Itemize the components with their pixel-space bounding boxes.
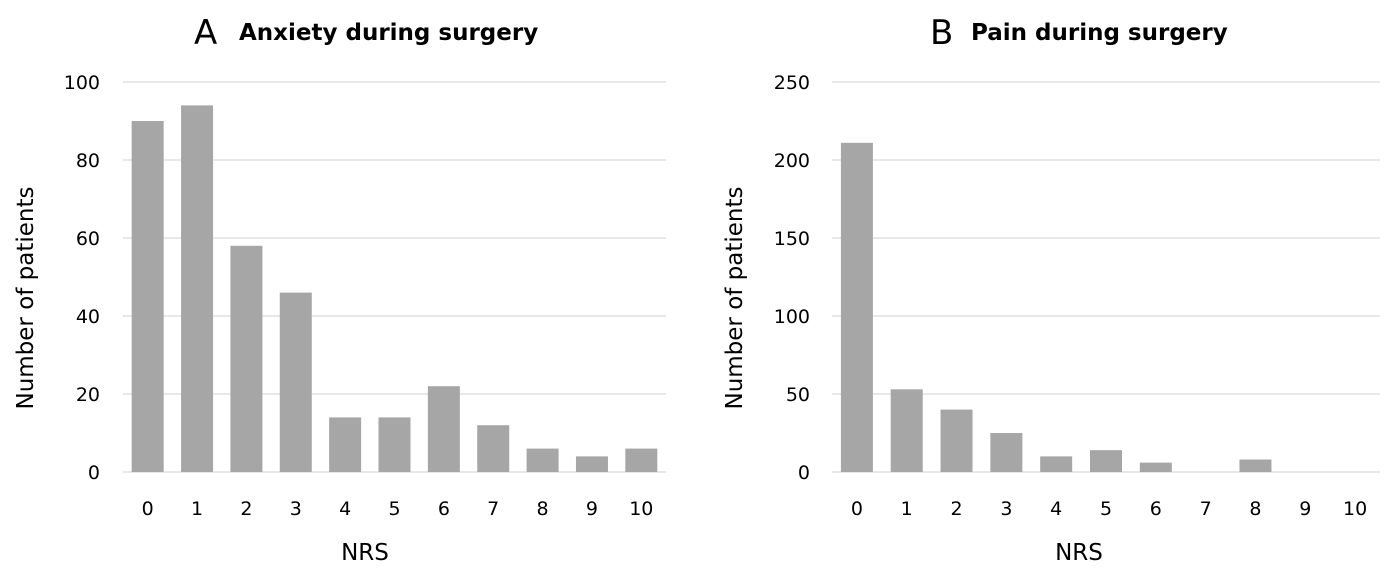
panel-a-bar	[279, 292, 312, 472]
panel-a-x-tick-label: 7	[487, 498, 499, 520]
panel-a: A Anxiety during surgery 0 20 40 60 80 100 0 1…	[13, 13, 666, 566]
panel-b-bar	[940, 409, 973, 472]
panel-b-x-axis-label: NRS	[1055, 540, 1103, 566]
panel-b-x-tick-label: 10	[1343, 498, 1367, 520]
panel-a-x-tick-label: 6	[438, 498, 450, 520]
panel-a-y-axis-label: Number of patients	[13, 186, 39, 409]
panel-a-x-tick-label: 1	[191, 498, 203, 520]
panel-b-y-tick-label: 0	[798, 462, 810, 484]
panel-a-y-tick-label: 40	[76, 306, 100, 328]
panel-a-y-tick-label: 100	[64, 72, 100, 94]
panel-b-y-tick-label: 150	[774, 228, 810, 250]
panel-b-gridlines	[832, 81, 1380, 473]
panel-a-x-tick-label: 0	[142, 498, 154, 520]
panel-b-x-tick-label: 5	[1100, 498, 1112, 520]
panel-b-title: Pain during surgery	[971, 20, 1228, 46]
panel-b-y-axis-label: Number of patients	[722, 186, 748, 409]
panel-a-bar	[181, 105, 214, 473]
panel-b-x-tick-label: 0	[851, 498, 863, 520]
panel-a-x-tick-label: 10	[629, 498, 653, 520]
panel-a-bar	[378, 417, 411, 472]
panel-a-title: Anxiety during surgery	[239, 20, 538, 46]
panel-a-letter: A	[194, 13, 217, 53]
panel-b-y-tick-label: 250	[774, 72, 810, 94]
panel-b-x-tick-label: 9	[1299, 498, 1311, 520]
panel-a-bar	[575, 456, 608, 472]
panel-b-x-tick-label: 6	[1150, 498, 1162, 520]
panel-b-bar	[840, 142, 873, 472]
panel-a-x-tick-label: 3	[290, 498, 302, 520]
panel-b-x-tick-label: 2	[950, 498, 962, 520]
panel-b-bar	[1090, 450, 1122, 472]
panel-a-y-tick-label: 20	[76, 384, 100, 406]
panel-b-y-tick-label: 100	[774, 306, 810, 328]
panel-b-x-tick-label: 3	[1000, 498, 1012, 520]
panel-a-y-tick-label: 60	[76, 228, 100, 250]
panel-a-bar	[131, 121, 164, 472]
panel-b-bar	[890, 389, 923, 472]
panel-b-x-tick-labels: 0 1 2 3 4 5 6 7 8 9 10	[851, 498, 1367, 520]
panel-b: B Pain during surgery 0 50 100 150 200 250 0 1…	[722, 13, 1380, 566]
panel-b-bar	[1239, 459, 1272, 472]
panel-a-x-tick-label: 9	[586, 498, 598, 520]
panel-a-x-tick-label: 4	[339, 498, 351, 520]
panel-a-x-axis-label: NRS	[341, 540, 389, 566]
panel-b-y-tick-label: 200	[774, 150, 810, 172]
panel-a-y-tick-label: 80	[76, 150, 100, 172]
panel-a-bar	[329, 417, 362, 472]
panel-b-letter: B	[930, 13, 953, 53]
panel-a-y-tick-labels: 0 20 40 60 80 100	[64, 72, 100, 484]
panel-a-x-tick-label: 5	[388, 498, 400, 520]
panel-b-x-tick-label: 1	[901, 498, 913, 520]
panel-b-y-tick-label: 50	[786, 384, 810, 406]
panel-a-bar	[625, 448, 658, 472]
panel-a-x-tick-labels: 0 1 2 3 4 5 6 7 8 9 10	[142, 498, 654, 520]
panel-a-bars	[131, 105, 658, 473]
panel-b-x-tick-label: 7	[1200, 498, 1212, 520]
panel-a-bar	[427, 386, 460, 472]
panel-a-y-tick-label: 0	[88, 462, 100, 484]
panel-a-bar	[230, 245, 263, 472]
panel-b-bar	[1040, 456, 1073, 472]
panel-a-x-tick-label: 8	[537, 498, 549, 520]
panel-a-x-tick-label: 2	[240, 498, 252, 520]
panel-a-gridlines	[123, 81, 666, 473]
panel-a-bar	[477, 425, 510, 472]
panel-b-bars	[840, 142, 1272, 472]
panel-b-x-tick-label: 8	[1249, 498, 1261, 520]
panel-b-y-tick-labels: 0 50 100 150 200 250	[774, 72, 810, 484]
panel-b-bar	[1139, 462, 1172, 472]
panel-a-bar	[526, 448, 559, 472]
panel-b-x-tick-label: 4	[1050, 498, 1062, 520]
panel-b-bar	[990, 433, 1023, 472]
